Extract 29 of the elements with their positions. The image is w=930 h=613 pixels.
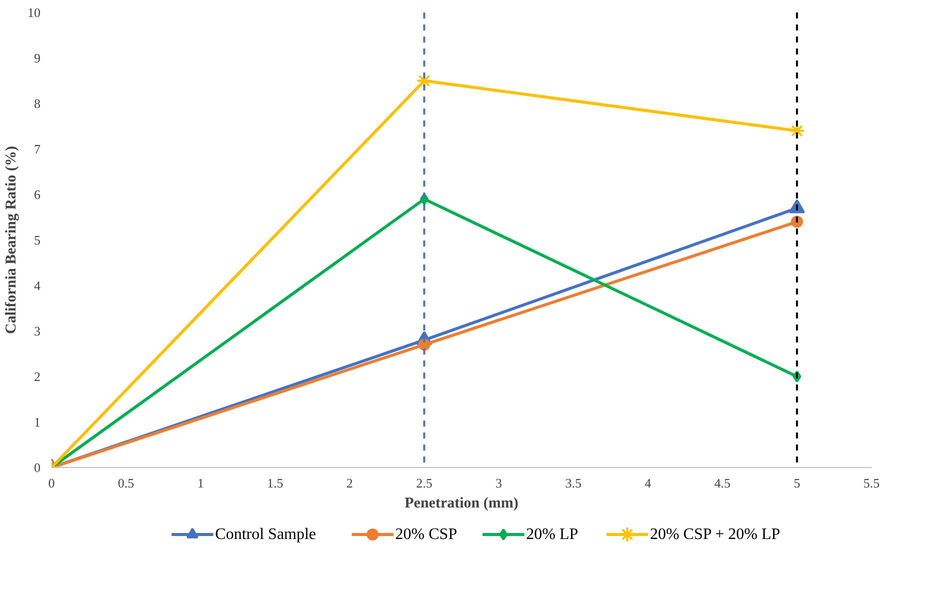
x-tick-label: 0: [48, 476, 55, 490]
y-tick-label: 4: [34, 278, 41, 293]
x-tick-label: 1.5: [267, 476, 284, 490]
legend-label: 20% CSP: [395, 526, 458, 543]
y-tick-label: 8: [34, 96, 40, 111]
x-tick-label: 5: [794, 476, 800, 490]
y-tick-label: 6: [34, 187, 41, 202]
x-tick-label: 0.5: [118, 476, 134, 490]
x-tick-label: 4.5: [714, 476, 731, 490]
x-tick-label: 2.5: [416, 476, 432, 490]
y-tick-label: 0: [34, 460, 40, 475]
x-axis-title: Penetration (mm): [404, 496, 518, 512]
y-tick-label: 10: [28, 5, 40, 20]
y-tick-label: 1: [34, 414, 40, 430]
legend-label: 20% CSP + 20% LP: [650, 526, 780, 543]
x-tick-label: 3: [496, 476, 502, 490]
x-tick-label: 4: [644, 476, 652, 490]
y-tick-label: 2: [34, 369, 40, 384]
legend-label: 20% LP: [526, 526, 578, 543]
x-tick-label: 1: [197, 476, 204, 490]
y-tick-label: 7: [34, 142, 41, 156]
y-tick-label: 3: [34, 324, 40, 338]
x-tick-label: 3.5: [565, 476, 582, 490]
y-tick-label: 9: [34, 50, 40, 66]
x-tick-label: 2: [346, 476, 353, 490]
legend-label: Control Sample: [215, 526, 316, 543]
x-tick-label: 5.5: [863, 476, 880, 490]
y-tick-label: 5: [34, 232, 40, 248]
y-axis-title: California Bearing Ratio (%): [4, 146, 20, 334]
